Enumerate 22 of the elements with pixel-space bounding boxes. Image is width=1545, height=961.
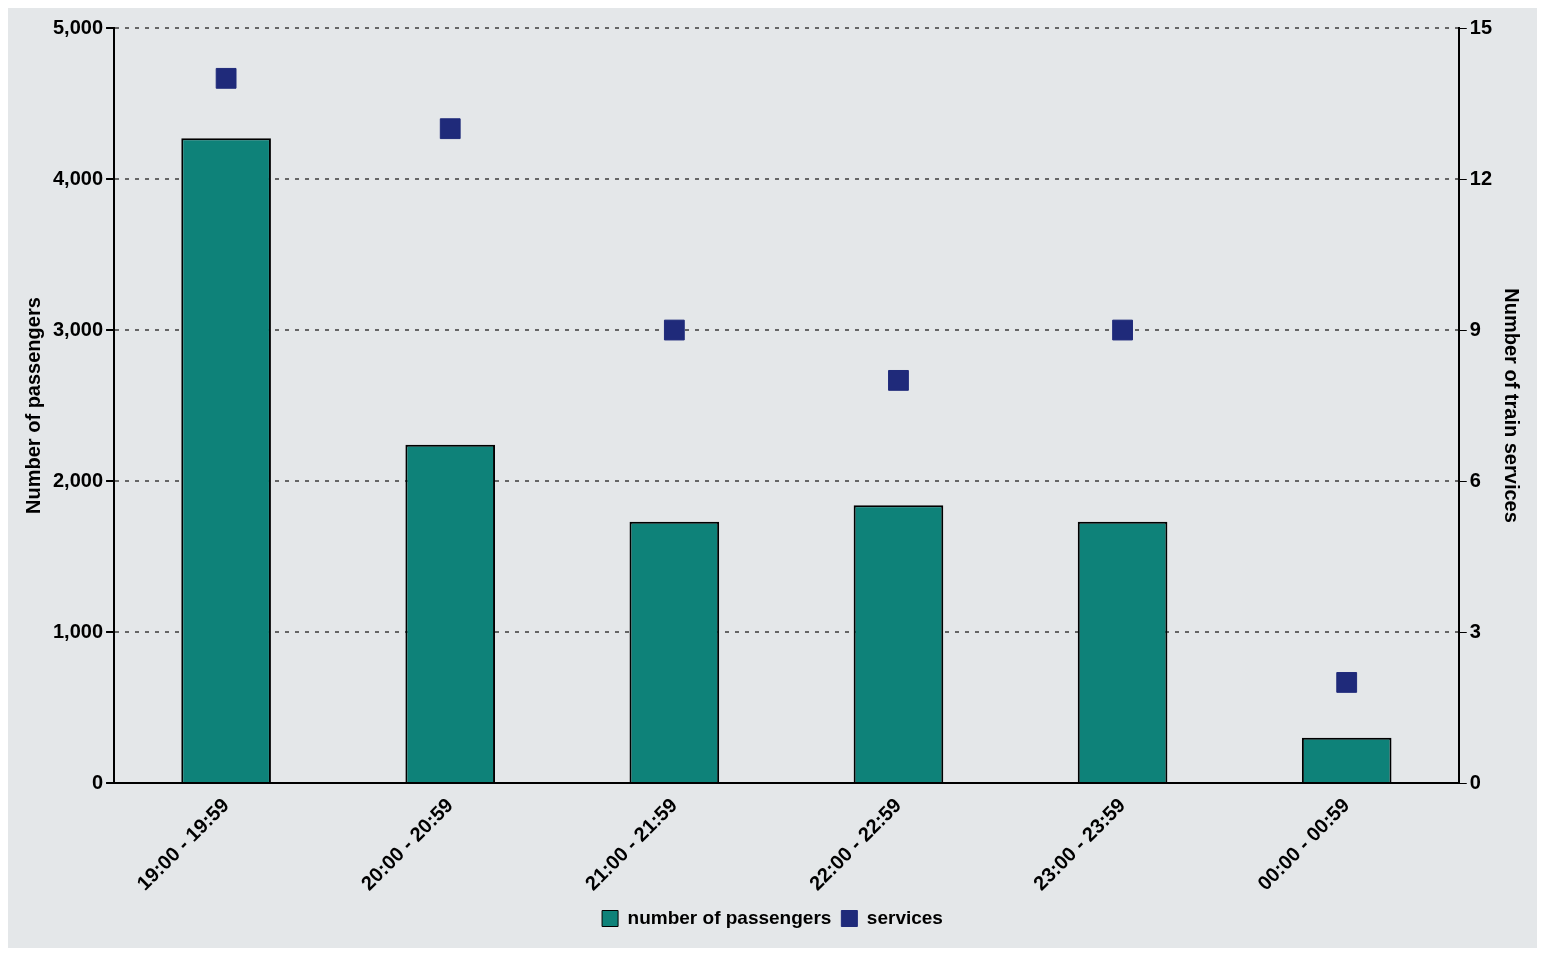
y2-tick-label: 9: [1469, 317, 1481, 340]
y-tick-label: 5,000: [52, 15, 104, 38]
legend-label: number of passengers: [627, 906, 832, 928]
point: [1112, 319, 1133, 341]
y-tick-label: 1,000: [52, 619, 104, 642]
point: [1336, 672, 1358, 693]
y-tick-label: 3,000: [52, 317, 104, 340]
y2-tick-label: 0: [1469, 770, 1481, 793]
point: [663, 319, 685, 341]
point: [439, 118, 461, 140]
y-tick-label: 4,000: [52, 166, 104, 189]
point: [215, 67, 237, 89]
y-tick-label: 2,000: [52, 468, 104, 491]
y2-tick-label: 3: [1469, 619, 1481, 642]
y-tick-label: 0: [91, 770, 104, 793]
point: [888, 369, 909, 391]
legend-label: services: [866, 906, 943, 928]
y2-tick-label: 15: [1469, 15, 1492, 38]
y2-axis-title: Number of train services: [1501, 288, 1524, 523]
y2-tick-label: 12: [1469, 166, 1492, 189]
y2-tick-label: 6: [1469, 468, 1481, 491]
y-axis-title: Number of passengers: [21, 297, 44, 514]
